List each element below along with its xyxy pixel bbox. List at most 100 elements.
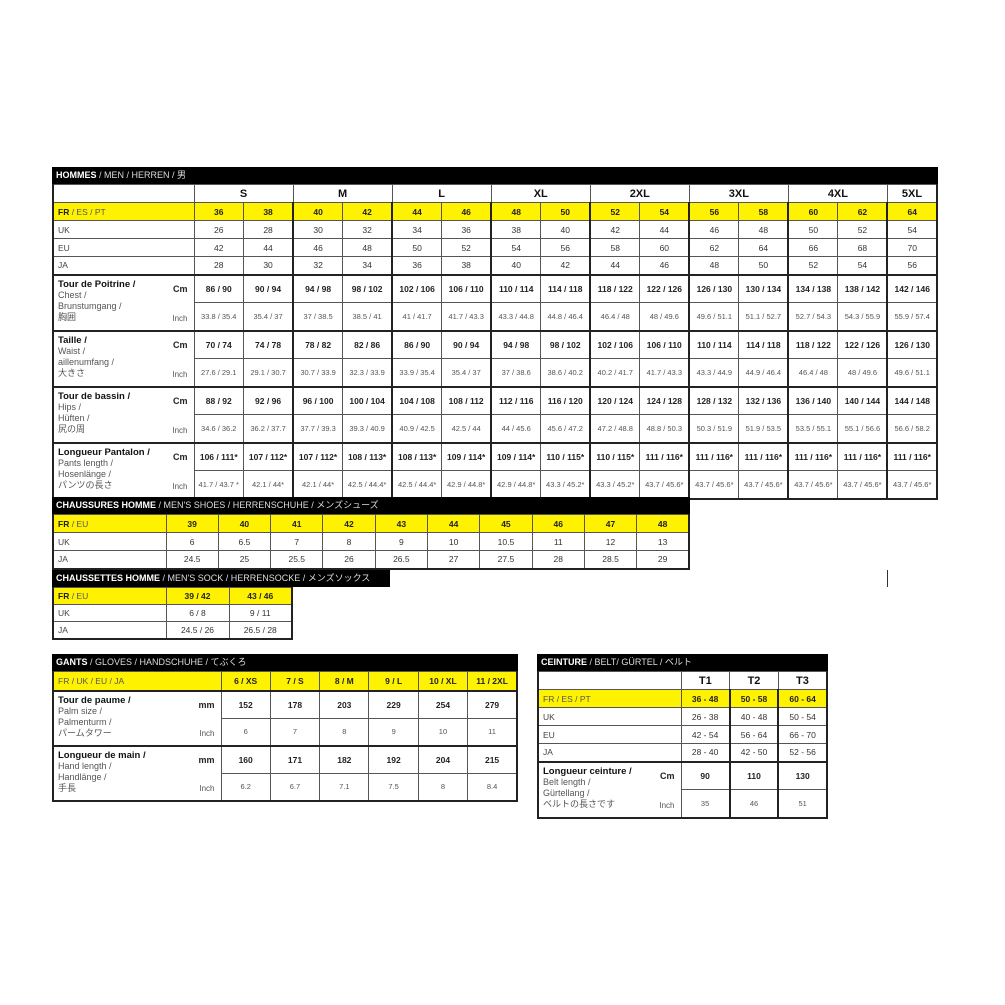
measure-inch-cell: 46 [728,789,779,818]
measure-cm-cell: 110 / 114 [490,273,542,303]
fr-row-label: FR / EU [52,514,167,533]
measure-cm-cell: 134 / 138 [787,273,839,303]
fr-size-cell: 40 [292,202,344,221]
size-cell: 44 [243,238,294,257]
measure-inch-cell: 42.5 / 44 [441,414,492,443]
row-label: UK [52,220,195,239]
measure-inch-cell: 32.3 / 33.9 [342,358,393,387]
size-group-label: 5XL [886,184,938,203]
size-cell: 48 [342,238,393,257]
measure-cm-cell: 126 / 130 [688,273,740,303]
measure-inch-cell: 7.5 [368,772,419,801]
section-title-main: HOMMES [56,170,97,180]
measure-cm-cell: 78 / 82 [292,329,344,359]
size-group-label: T1 [680,671,731,690]
measure-cm-row: Longueur ceinture / Belt length / Gürtella… [537,760,828,818]
measure-label-line: パンツの長さ [58,479,113,490]
size-cell: 42 - 54 [680,725,731,744]
measure-cm-cell: 124 / 128 [639,385,690,415]
measure-inch-cell: 51.1 / 52.7 [738,302,789,331]
fr-size-cell: 46 [531,514,585,533]
size-cell: 24.5 [165,550,219,569]
measure-inch-cell: 48 / 49.6 [639,302,690,331]
measure-label-line: Tour de paume / [58,694,131,706]
size-cell: 8 [322,532,376,551]
measure-cm-cell: 111 / 116* [787,441,839,471]
measure-inch-cell: 6.7 [269,772,321,801]
size-cell: 64 [738,238,789,257]
size-cell: 52 [787,256,839,275]
section-title: CHAUSSETTES HOMME / MEN'S SOCK / HERRENS… [52,570,390,587]
fr-label-rest: / EU [69,591,89,601]
measure-label-line: Hüften / [58,412,90,423]
size-cell: 42 [193,238,245,257]
fr-size-row: FR / ES / PT 36 38 40 42 44 46 48 50 52 54 56 58 60 62… [52,202,938,221]
size-cell: 40 [490,256,542,275]
measure-cm-cell: 130 / 134 [738,273,789,303]
size-cell: 56 [886,256,938,275]
measure-cm-row: Longueur Pantalon / Pants length / Hosenlä… [52,441,938,499]
unit-inch: Inch [199,783,215,793]
measure-cm-cell: 128 / 132 [688,385,740,415]
measure-inch-cell: 43.7 / 45.6* [787,470,839,499]
measure-inch-cell: 9 [368,717,419,746]
unit-cm: Cm [172,451,188,462]
measure-inch-cell: 42.9 / 44.8* [441,470,492,499]
measure-label-line: 大きさ [58,367,86,378]
measure-label: Longueur de main / Hand length / Handlänge… [52,744,222,801]
measure-cm-cell: 122 / 126 [639,273,690,303]
fr-row-label: FR / ES / PT [537,689,682,708]
measure-label-line: ベルトの長さです [543,798,616,809]
measure-cm-cell: 120 / 124 [589,385,641,415]
measure-cm-cell: 116 / 120 [540,385,591,415]
fr-row-label: FR / ES / PT [52,202,195,221]
measure-cm-cell: 109 / 114* [441,441,492,471]
conversion-row: JA 24.5 25 25.5 26 26.5 27 27.5 28 28.5 29 [52,550,690,569]
section-title-translations: / MEN / HERREN / 男 [96,170,187,180]
fr-label-rest: FR / UK / EU / JA [58,675,125,686]
measure-inch-cell: 50.3 / 51.9 [688,414,740,443]
size-cell: 34 [391,220,443,239]
measure-cm-cell: 82 / 86 [342,329,393,359]
measure-inch-cell: 42.9 / 44.8* [490,470,542,499]
fr-row-label: FR / EU [52,587,167,605]
size-cell: 58 [589,238,641,257]
socks-size-table: CHAUSSETTES HOMME / MEN'S SOCK / HERRENS… [52,570,390,640]
measure-label-line: Longueur de main / [58,749,146,761]
size-cell: 38 [441,256,492,275]
size-cell: 11 [531,532,585,551]
measure-cm-cell: 109 / 114* [490,441,542,471]
fr-size-cell: 44 [426,514,481,533]
measure-inch-cell: 8 [417,772,469,801]
measure-label-line: Hosenlänge / [58,468,112,479]
measure-inch-cell: 54.3 / 55.9 [837,302,888,331]
measure-inch-cell: 43.3 / 44.8 [490,302,542,331]
row-label: UK [52,532,167,551]
measure-inch-cell: 10 [417,717,469,746]
measure-cm-row: Tour de Poitrine / Chest / Brunstumgang / 胸… [52,273,938,331]
size-table: T1 T2 T3 FR / ES / PT 36 - 48 50 - 58 60 - 64 U… [537,671,828,819]
size-cell: 26.5 / 28 [228,621,293,639]
fr-size-cell: 9 / L [368,671,419,691]
fr-size-cell: 52 [589,202,641,221]
fr-size-cell: 43 [374,514,428,533]
fr-size-cell: 56 [688,202,740,221]
measure-cm-row: Longueur de main / Hand length / Handlänge… [52,744,518,801]
measure-cm-cell: 111 / 116* [886,441,938,471]
fr-size-cell: 39 [165,514,219,533]
measure-inch-cell: 35.4 / 37 [243,302,294,331]
conversion-row: JA 28 - 40 42 - 50 52 - 56 [537,743,828,762]
size-cell: 9 / 11 [228,604,293,622]
size-cell: 40 [540,220,591,239]
measure-cm-cell: 279 [467,689,518,719]
measure-inch-cell: 41.7 / 43.3 [639,358,690,387]
measure-label-line: Palm size / [58,705,103,716]
fr-size-cell: 36 - 48 [680,689,731,708]
measure-label-line: Hand length / [58,760,112,771]
row-label: EU [52,238,195,257]
fr-size-cell: 39 / 42 [165,587,230,605]
measure-cm-cell: 74 / 78 [243,329,294,359]
size-group-label: T2 [729,671,779,690]
size-cell: 48 [738,220,789,239]
